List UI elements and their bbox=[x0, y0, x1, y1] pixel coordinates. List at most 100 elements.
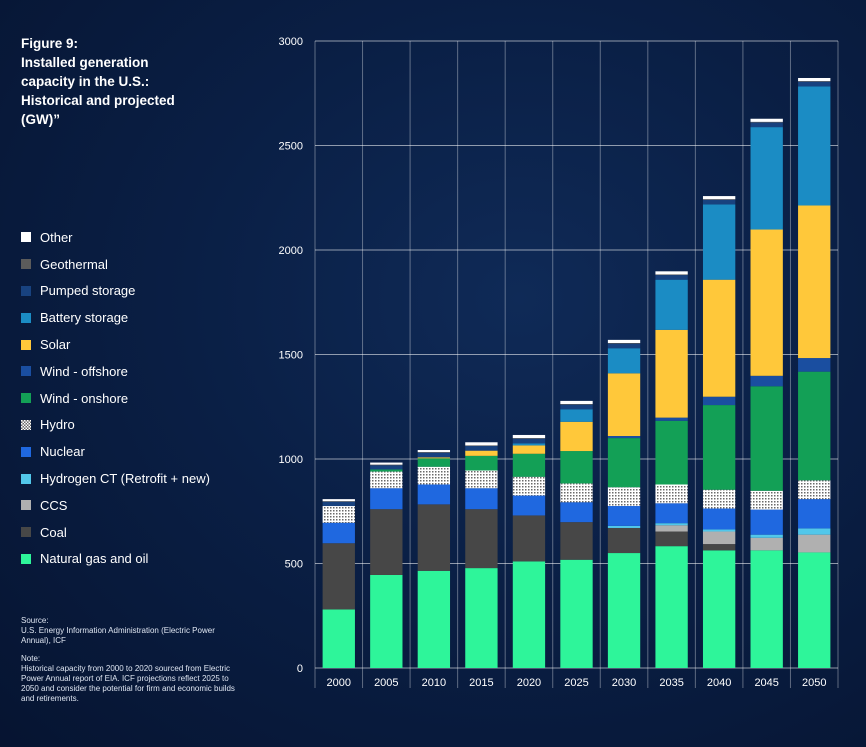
bar-segment bbox=[465, 445, 498, 447]
y-tick-label: 500 bbox=[285, 559, 303, 571]
bar-segment bbox=[702, 550, 736, 668]
bar-segment bbox=[370, 574, 403, 668]
legend-item: Coal bbox=[21, 519, 281, 546]
bar-segment bbox=[370, 488, 403, 510]
bar-segment bbox=[560, 421, 593, 452]
bar-segment bbox=[322, 543, 355, 610]
legend-swatch bbox=[21, 259, 31, 270]
legend-item: Wind - onshore bbox=[21, 385, 281, 412]
bar-segment bbox=[798, 86, 831, 206]
bar-segment bbox=[750, 537, 783, 551]
bar-segment bbox=[322, 522, 355, 544]
x-tick-label: 2015 bbox=[469, 677, 493, 689]
bar-segment bbox=[655, 523, 688, 526]
bar-segment bbox=[465, 509, 498, 569]
bar-segment bbox=[655, 531, 688, 547]
legend-item: Natural gas and oil bbox=[21, 546, 281, 573]
bar-segment bbox=[702, 396, 736, 406]
legend-label: Natural gas and oil bbox=[40, 551, 149, 567]
bar-segment bbox=[750, 386, 783, 491]
bar-segment bbox=[750, 127, 783, 230]
bar-segment bbox=[798, 77, 831, 82]
bar-segment bbox=[322, 501, 355, 507]
bar-segment bbox=[370, 471, 403, 489]
bar-segment bbox=[512, 438, 546, 444]
source-heading: Source: bbox=[21, 616, 49, 625]
legend-label: Other bbox=[40, 229, 73, 245]
bar-segment bbox=[702, 544, 736, 551]
bar-segment bbox=[702, 199, 736, 200]
bar-segment bbox=[560, 404, 593, 410]
bar-segment bbox=[512, 438, 546, 439]
legend-label: Solar bbox=[40, 337, 71, 353]
bar-segment bbox=[512, 561, 546, 668]
bar-segment bbox=[798, 499, 831, 529]
bar-segment bbox=[370, 462, 403, 465]
legend-label: Nuclear bbox=[40, 444, 85, 460]
x-tick-label: 2010 bbox=[422, 677, 446, 689]
bar-segment bbox=[560, 451, 593, 484]
bar-segment bbox=[370, 509, 403, 575]
bar-segment bbox=[417, 457, 451, 459]
x-tick-label: 2035 bbox=[659, 677, 683, 689]
legend-label: Wind - onshore bbox=[40, 390, 129, 406]
legend-swatch bbox=[21, 339, 31, 350]
bar-segment bbox=[465, 442, 498, 446]
legend-swatch bbox=[21, 312, 31, 323]
bar-segment bbox=[465, 446, 498, 451]
bar-segment bbox=[417, 484, 451, 505]
bar-segment bbox=[702, 196, 736, 200]
bar-segment bbox=[750, 550, 783, 668]
bar-segment bbox=[607, 343, 641, 349]
bar-segment bbox=[465, 455, 498, 471]
legend-swatch bbox=[21, 473, 31, 484]
bar-segment bbox=[702, 531, 736, 545]
bar-segment bbox=[750, 122, 783, 128]
bar-segment bbox=[322, 609, 355, 668]
y-tick-label: 3000 bbox=[279, 36, 303, 48]
bar-segment bbox=[750, 229, 783, 376]
bar-segment bbox=[607, 339, 641, 344]
bar-segment bbox=[798, 480, 831, 500]
y-tick-label: 1000 bbox=[279, 454, 303, 466]
legend-swatch bbox=[21, 553, 31, 564]
legend-swatch bbox=[21, 446, 31, 457]
bar-segment bbox=[702, 279, 736, 397]
legend-label: Pumped storage bbox=[40, 283, 136, 299]
bar-segment bbox=[798, 81, 831, 87]
bar-segment bbox=[560, 522, 593, 560]
bar-segment bbox=[655, 417, 688, 421]
note-heading: Note: bbox=[21, 654, 41, 663]
bar-segment bbox=[607, 438, 641, 488]
legend-item: Hydro bbox=[21, 412, 281, 439]
bar-segment bbox=[607, 553, 641, 668]
chart-legend: Other Geothermal Pumped storage Battery sto… bbox=[21, 224, 281, 572]
bar-segment bbox=[655, 546, 688, 668]
bar-segment bbox=[512, 453, 546, 477]
bar-segment bbox=[417, 452, 451, 453]
bar-segment bbox=[417, 466, 451, 485]
legend-swatch bbox=[21, 366, 31, 377]
legend-item: Solar bbox=[21, 331, 281, 358]
bar-segment bbox=[798, 205, 831, 359]
y-tick-label: 2000 bbox=[279, 245, 303, 257]
bar-segment bbox=[750, 534, 783, 538]
bar-segment bbox=[702, 529, 736, 532]
bar-segment bbox=[607, 506, 641, 526]
figure-title: Figure 9: Installed generation capacity i… bbox=[21, 36, 175, 127]
bar-segment bbox=[465, 470, 498, 489]
bar-segment bbox=[370, 464, 403, 466]
legend-item: Nuclear bbox=[21, 438, 281, 465]
legend-item: Wind - offshore bbox=[21, 358, 281, 385]
bar-segment bbox=[560, 483, 593, 503]
legend-label: Hydrogen CT (Retrofit + new) bbox=[40, 471, 210, 487]
bar-segment bbox=[607, 343, 641, 344]
bar-segment bbox=[322, 506, 355, 523]
bar-segment bbox=[560, 502, 593, 523]
bar-segment bbox=[655, 420, 688, 485]
legend-item: Pumped storage bbox=[21, 278, 281, 305]
bar-segment bbox=[370, 469, 403, 472]
legend-item: CCS bbox=[21, 492, 281, 519]
legend-label: Wind - offshore bbox=[40, 363, 128, 379]
x-tick-label: 2045 bbox=[754, 677, 778, 689]
